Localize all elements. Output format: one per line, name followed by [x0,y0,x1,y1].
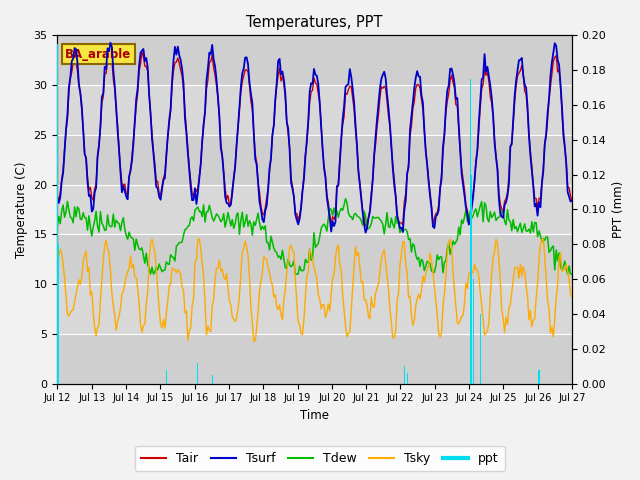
Title: Temperatures, PPT: Temperatures, PPT [246,15,383,30]
Y-axis label: Temperature (C): Temperature (C) [15,161,28,258]
Bar [197,362,198,384]
Text: BA_arable: BA_arable [65,48,131,60]
Bar [480,314,481,384]
Bar [58,135,572,184]
Bar [58,244,60,384]
Bar [58,334,572,384]
Bar [57,44,58,384]
Bar [58,234,572,284]
Bar [166,370,167,384]
Bar [538,370,540,384]
X-axis label: Time: Time [300,409,329,422]
Y-axis label: PPT (mm): PPT (mm) [612,181,625,238]
Bar [472,279,474,384]
Bar [406,373,408,384]
Bar [58,36,572,85]
Bar [471,175,472,384]
Legend: Tair, Tsurf, Tdew, Tsky, ppt: Tair, Tsurf, Tdew, Tsky, ppt [135,446,505,471]
